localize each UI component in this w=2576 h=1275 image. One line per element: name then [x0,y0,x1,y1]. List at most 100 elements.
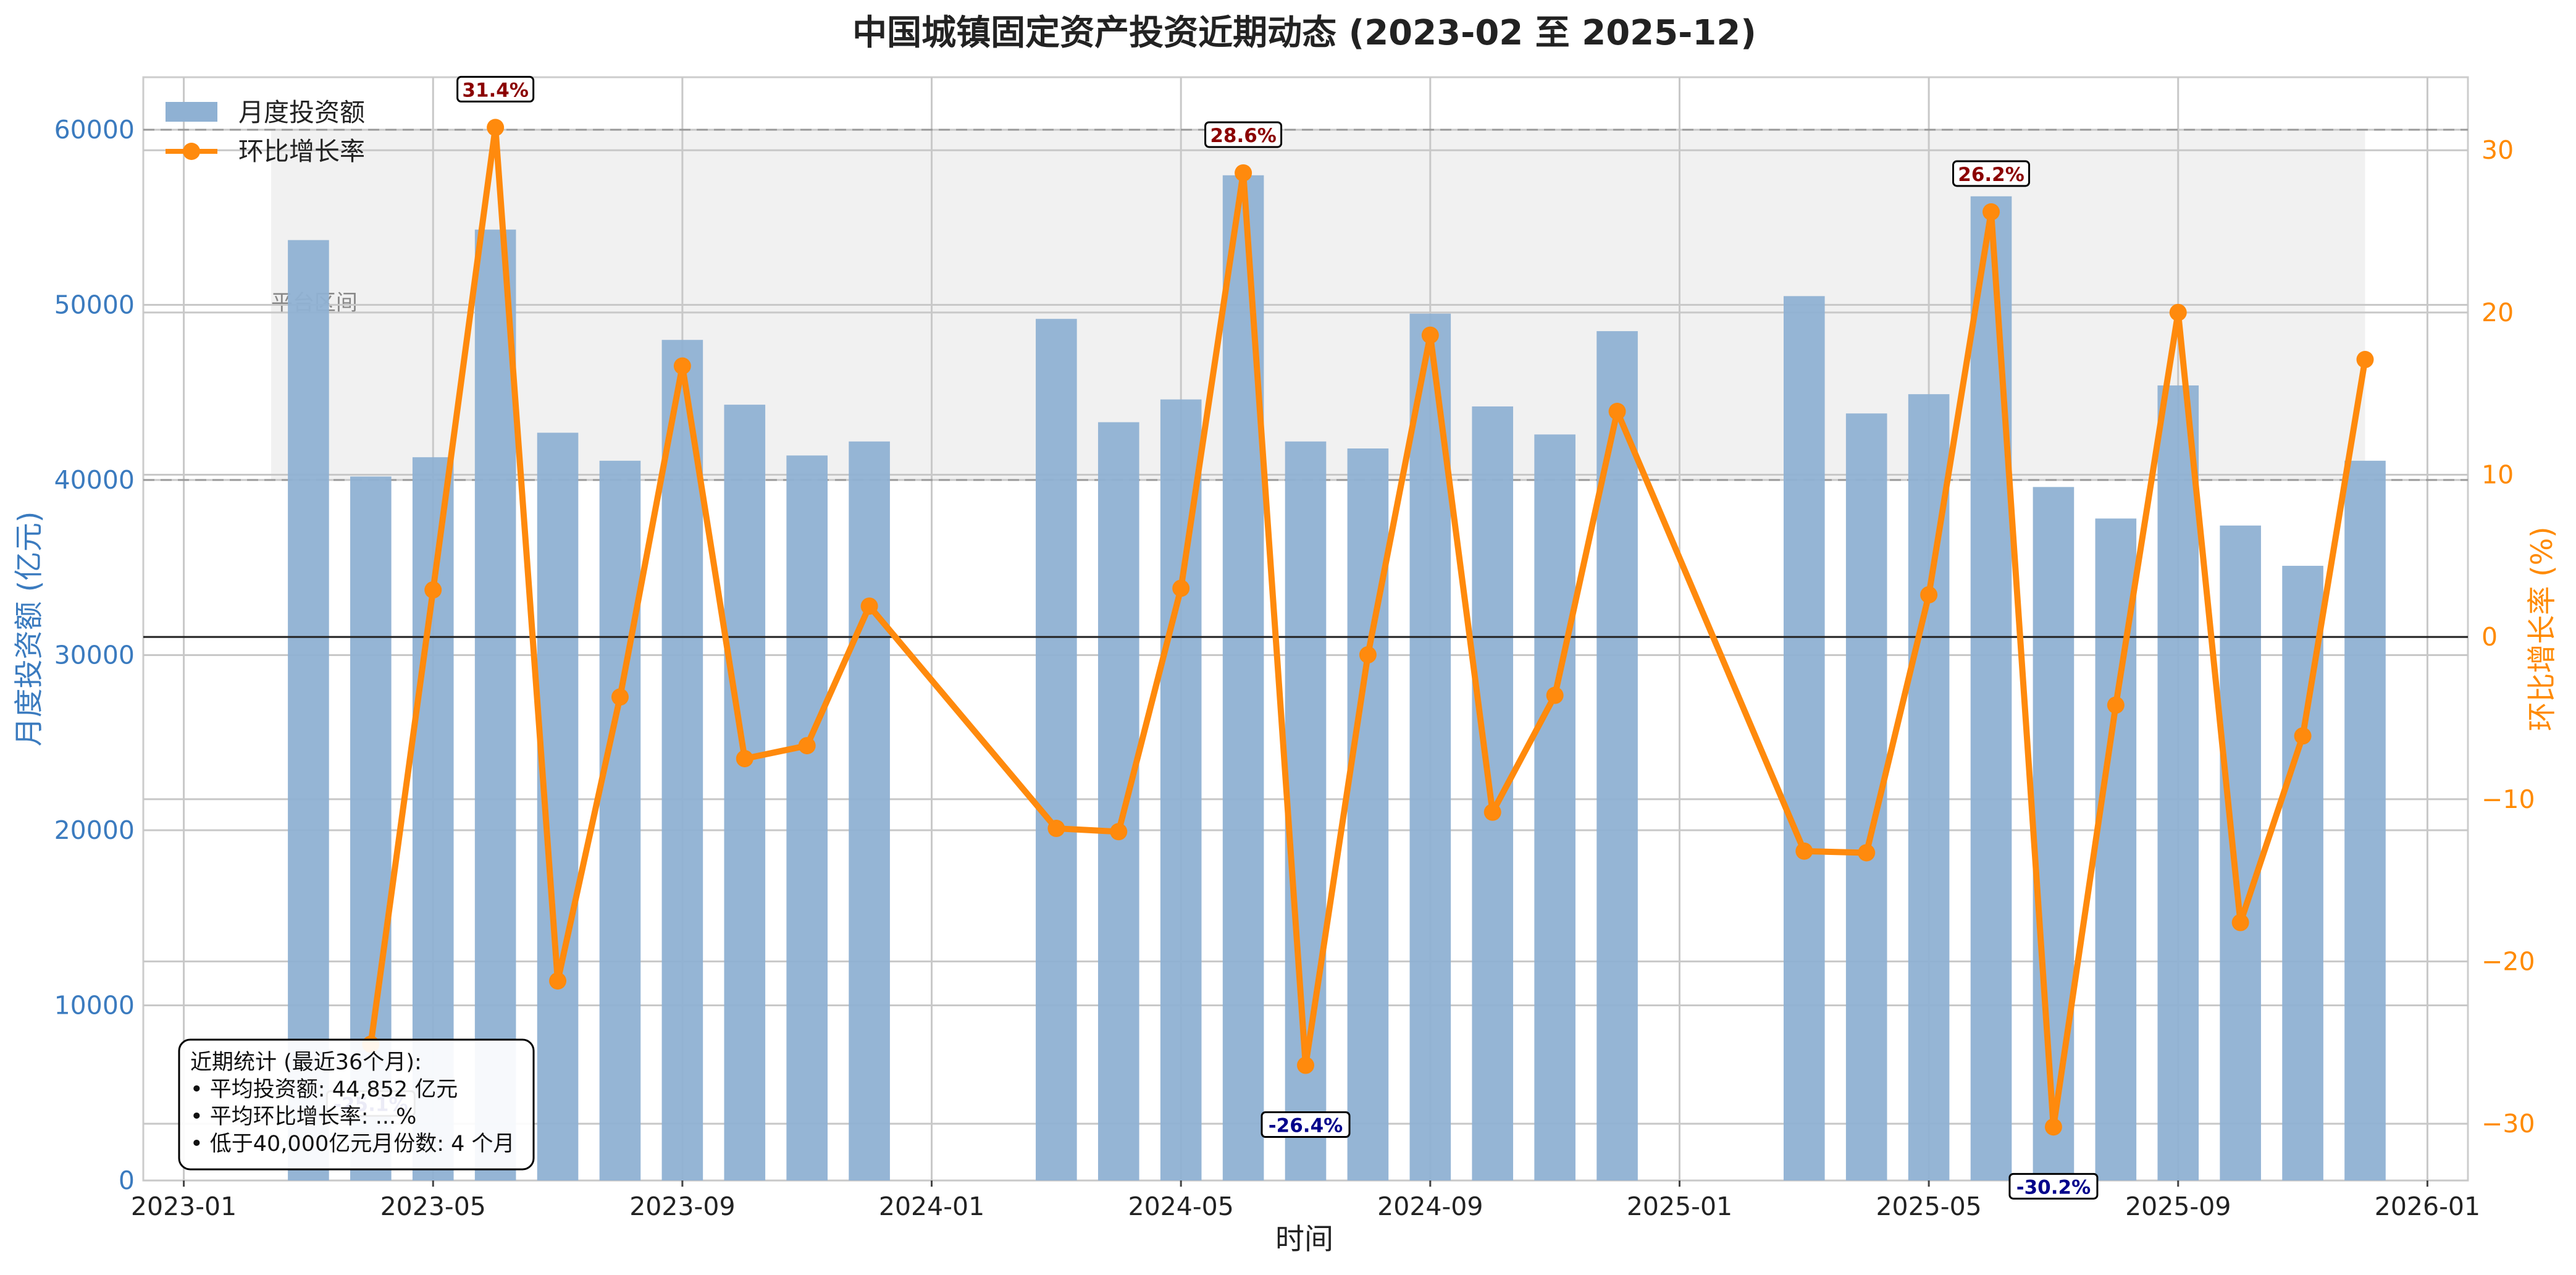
y-right-tick-label: −30 [2482,1109,2535,1138]
annotation-box [1261,1111,1351,1138]
y-left-tick-label: 20000 [54,815,135,845]
stats-line-1: 近期统计 (最近36个月): [190,1050,422,1075]
growth-point-2025-05 [1920,586,1938,604]
growth-point-2024-04 [1110,823,1128,841]
legend-line-label: 环比增长率 [238,137,365,166]
growth-point-2024-03 [1047,820,1065,838]
x-tick-label: 2025-05 [1876,1192,1981,1221]
x-tick-label: 2025-09 [2125,1192,2231,1221]
annotation-min-label: -26.4% [1269,1115,1343,1137]
y-right-tick-label: 20 [2482,298,2514,327]
growth-point-2024-08 [1359,646,1377,664]
growth-point-2025-08 [2107,696,2125,714]
x-tick-label: 2025-01 [1627,1192,1732,1221]
y-axis-right-label: 环比增长率 (%) [2525,526,2559,731]
y-right-tick-label: 30 [2482,135,2514,165]
bar-2024-04 [1097,422,1139,1180]
bar-2025-12 [2344,460,2386,1180]
growth-point-2023-08 [611,688,629,706]
bar-2025-10 [2220,525,2261,1180]
bar-2024-03 [1036,319,1077,1181]
y-right-tick-label: 0 [2482,622,2498,652]
line-series [143,119,2468,1136]
x-tick-label: 2023-01 [131,1192,237,1221]
stats-line-2: • 平均投资额: 44,852 亿元 [190,1077,458,1102]
bar-2024-06 [1222,175,1264,1180]
plot-area: 平台区间 31.4%28.6%26.2%-25.1%-26.4%-30.2% 0… [54,75,2535,1221]
legend-bar-swatch [166,102,217,122]
x-tick-label: 2023-09 [629,1192,735,1221]
stats-line-3: • 平均环比增长率: ...% [190,1105,416,1129]
legend[interactable]: 月度投资额 环比增长率 [166,98,365,166]
growth-point-2025-06 [1982,203,2000,221]
growth-point-2023-12 [860,597,878,615]
growth-point-2025-11 [2294,727,2312,745]
annotation-max-label: 26.2% [1958,164,2024,186]
growth-point-2025-10 [2231,914,2249,932]
growth-point-2023-11 [798,737,816,755]
legend-line-marker [183,143,200,160]
y-left-tick-label: 40000 [54,465,135,495]
x-axis-label: 时间 [1275,1222,1333,1256]
growth-point-2023-09 [673,357,691,375]
growth-point-2024-07 [1297,1056,1314,1074]
x-tick-label: 2024-05 [1128,1192,1234,1221]
annotation-box [2008,1172,2099,1200]
annotation-max-label: 28.6% [1210,125,1277,147]
annotation-min-label: -30.2% [2016,1176,2091,1198]
annotation-box [1204,121,1283,148]
growth-point-2023-05 [424,581,442,599]
stats-line-4: • 低于40,000亿元月份数: 4 个月 [190,1132,515,1156]
growth-point-2024-12 [1608,403,1626,421]
bar-2023-08 [599,460,641,1180]
bar-2024-12 [1596,331,1638,1180]
y-left-tick-label: 60000 [54,115,135,145]
growth-point-2023-06 [487,119,505,137]
bar-2023-03 [288,240,329,1181]
x-tick-label: 2026-01 [2375,1192,2480,1221]
growth-point-2024-06 [1235,164,1252,182]
annotation-max-label: 31.4% [462,79,529,101]
bar-2023-06 [474,229,516,1181]
bar-2023-11 [786,455,828,1181]
y-left-tick-label: 10000 [54,991,135,1020]
growth-point-2023-10 [736,750,753,768]
growth-point-2024-11 [1546,686,1564,704]
chart-title: 中国城镇固定资产投资近期动态 (2023-02 至 2025-12) [852,13,1756,53]
growth-point-2025-04 [1858,844,1876,862]
axes: 0 10000 20000 30000 40000 50000 60000 30 20 10 0 −1… [54,115,2535,1221]
growth-point-2024-05 [1172,579,1190,597]
bar-2023-10 [724,405,766,1181]
x-tick-label: 2024-09 [1377,1192,1483,1221]
y-left-tick-label: 30000 [54,641,135,670]
growth-point-2025-07 [2044,1118,2062,1136]
bar-2024-05 [1160,399,1202,1180]
x-tick-label: 2023-05 [380,1192,486,1221]
bar-2025-09 [2157,385,2199,1180]
y-right-tick-label: −10 [2482,785,2535,814]
bar-2024-11 [1534,434,1575,1181]
annotation-box [456,75,535,103]
growth-point-2024-09 [1421,326,1439,344]
growth-point-2025-03 [1795,842,1813,860]
bar-2023-12 [849,441,890,1180]
y-axis-left-label: 月度投资额 (亿元) [12,511,46,747]
stats-box: 近期统计 (最近36个月): • 平均投资额: 44,852 亿元 • 平均环比… [178,1038,535,1171]
legend-bar-label: 月度投资额 [238,98,365,127]
y-left-tick-label: 0 [119,1166,135,1195]
bar-2024-08 [1347,448,1389,1180]
x-tick-label: 2024-01 [879,1192,984,1221]
bar-2025-03 [1783,296,1825,1180]
growth-point-2025-12 [2356,351,2374,369]
y-left-tick-label: 50000 [54,290,135,320]
y-right-tick-label: 10 [2482,460,2514,489]
bar-2025-07 [2033,487,2075,1181]
growth-point-2024-10 [1483,803,1501,821]
growth-point-2023-07 [549,972,567,990]
bar-2025-06 [1970,196,2012,1180]
annotation-box [1952,160,2031,187]
y-right-tick-label: −20 [2482,946,2535,976]
growth-point-2025-09 [2169,303,2187,321]
bar-2023-09 [661,340,703,1181]
